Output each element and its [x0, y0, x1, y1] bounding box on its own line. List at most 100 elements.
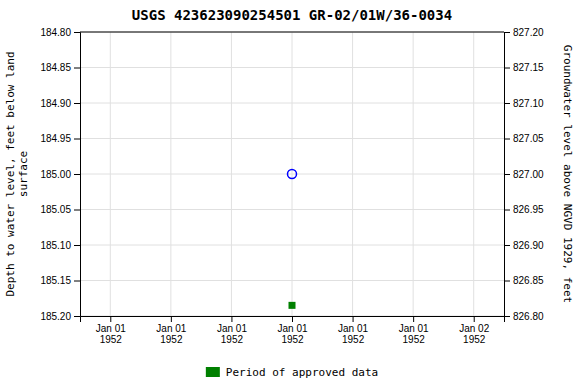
tick: 184.85 [40, 62, 80, 73]
tick-label: 184.80 [40, 27, 71, 38]
tick-mark [74, 103, 80, 104]
tick-mark [504, 103, 510, 104]
tick: Jan 011952 [399, 316, 429, 345]
tick-mark [353, 316, 354, 322]
tick-label: 185.05 [40, 204, 71, 215]
tick-mark [74, 174, 80, 175]
tick: 185.05 [40, 204, 80, 215]
tick-mark [74, 245, 80, 246]
tick: 185.15 [40, 275, 80, 286]
tick-label: 184.85 [40, 62, 71, 73]
title: USGS 423623090254501 GR-02/01W/36-0034 [132, 7, 452, 23]
tick-mark [231, 316, 232, 322]
grid-line [80, 32, 504, 33]
chart: Jan 011952 Jan 011952 Jan 011952 Jan 011952… [0, 0, 576, 384]
tick-label: Jan 011952 [156, 323, 186, 345]
x-axis: Jan 011952 Jan 011952 Jan 011952 Jan 011952… [81, 316, 505, 345]
tick-mark [74, 281, 80, 282]
tick-mark [504, 68, 510, 69]
tick-mark [504, 245, 510, 246]
tick-mark [171, 316, 172, 322]
tick-label: 185.15 [40, 275, 71, 286]
tick-label: 826.90 [513, 240, 544, 251]
tick-label: Jan 011952 [96, 323, 126, 345]
tick-label: 826.85 [513, 275, 544, 286]
grid-line [170, 32, 171, 316]
legend: Period of approved data [206, 366, 378, 379]
tick: Jan 011952 [338, 316, 368, 345]
grid [80, 32, 504, 316]
tick: Jan 011952 [217, 316, 247, 345]
marks [288, 170, 297, 309]
tick: 185.10 [40, 240, 80, 251]
point [288, 170, 297, 179]
tick-mark [504, 316, 510, 317]
grid-line [292, 32, 293, 316]
tick: 827.15 [504, 62, 544, 73]
tick: 184.95 [40, 133, 80, 144]
axis-line [74, 33, 81, 317]
tick-mark [504, 32, 510, 33]
tick-label: 826.80 [513, 311, 544, 322]
tick-label: Jan 011952 [217, 323, 247, 345]
tick: 184.80 [40, 27, 80, 38]
tick-mark [413, 316, 414, 322]
tick-mark [74, 139, 80, 140]
tick-label: 827.05 [513, 133, 544, 144]
tick-mark [74, 32, 80, 33]
tick: Jan 011952 [156, 316, 186, 345]
tick-label: 827.20 [513, 27, 544, 38]
tick-label: 827.10 [513, 98, 544, 109]
tick: Jan 011952 [277, 316, 307, 345]
tick: 826.85 [504, 275, 544, 286]
legend-swatch [206, 367, 220, 377]
legend-label: Period of approved data [226, 366, 378, 379]
tick-mark [504, 139, 510, 140]
tick: Jan 011952 [96, 316, 126, 345]
tick-label: Jan 011952 [338, 323, 368, 345]
tick-mark [292, 316, 293, 322]
tick: 827.10 [504, 98, 544, 109]
tick: Jan 021952 [459, 316, 489, 345]
point [289, 302, 296, 309]
tick: 826.90 [504, 240, 544, 251]
tick: 184.90 [40, 98, 80, 109]
tick-label: 826.95 [513, 204, 544, 215]
tick-label: Jan 011952 [399, 323, 429, 345]
tick-mark [504, 281, 510, 282]
tick-mark [110, 316, 111, 322]
tick-mark [74, 68, 80, 69]
tick: 827.00 [504, 169, 544, 180]
tick-mark [74, 316, 80, 317]
y2-axis-title: Groundwater level above NGVD 1929, feet [561, 45, 574, 303]
tick-label: 827.15 [513, 62, 544, 73]
tick-mark [504, 210, 510, 211]
tick-mark [474, 316, 475, 322]
y2-axis: 827.20 827.15 827.10 827.05 827.00 826.95 826.… [504, 27, 544, 322]
tick-label: 185.10 [40, 240, 71, 251]
tick-label: 185.20 [40, 311, 71, 322]
y-axis-title: Depth to water level, feet below landsur… [4, 51, 30, 296]
tick: 826.80 [504, 311, 544, 322]
tick-label: 184.95 [40, 133, 71, 144]
tick-label: Jan 021952 [459, 323, 489, 345]
tick-mark [74, 210, 80, 211]
tick: 827.20 [504, 27, 544, 38]
grid-line [413, 32, 414, 316]
axis-line [81, 317, 505, 323]
tick-mark [504, 174, 510, 175]
tick: 185.00 [40, 169, 80, 180]
y-axis: 184.80 184.85 184.90 184.95 185.00 185.05 185.… [40, 27, 80, 322]
legend-item: Period of approved data [206, 366, 378, 379]
grid-line [110, 32, 111, 316]
grid-line [473, 32, 474, 316]
tick-label: 184.90 [40, 98, 71, 109]
grid-line [231, 32, 232, 316]
tick-label: 827.00 [513, 169, 544, 180]
axis-line [505, 33, 511, 317]
tick-label: Jan 011952 [277, 323, 307, 345]
tick-label: 185.00 [40, 169, 71, 180]
tick: 185.20 [40, 311, 80, 322]
frame-line [80, 32, 504, 33]
tick: 826.95 [504, 204, 544, 215]
